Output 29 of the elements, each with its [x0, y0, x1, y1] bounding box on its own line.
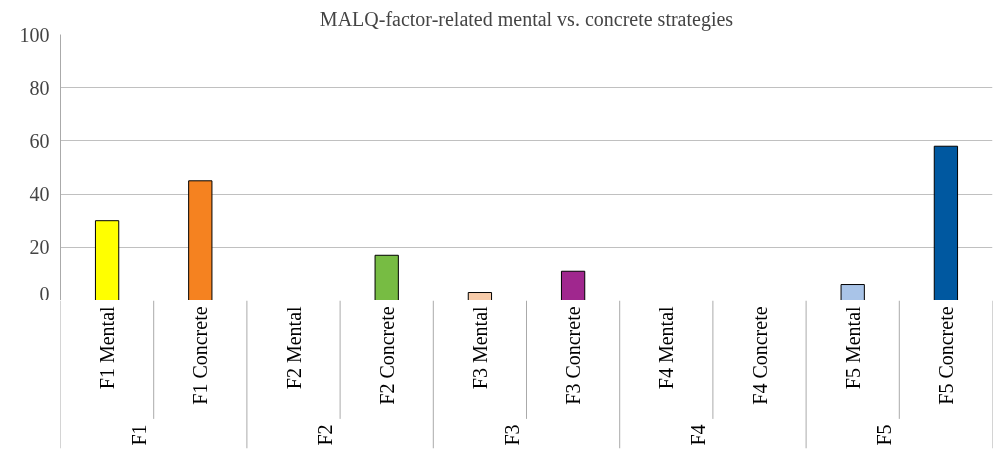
y-tick-label: 20	[29, 236, 50, 259]
x-tick-label: F5 Concrete	[934, 306, 957, 405]
x-tick-label: F4 Concrete	[748, 306, 771, 405]
text: F2	[314, 424, 337, 446]
bar	[94, 220, 120, 300]
x-tick-label: F2 Concrete	[375, 306, 398, 405]
text: F4	[686, 424, 709, 446]
x-tick-label: F2 Mental	[282, 305, 305, 390]
text: F1	[127, 424, 150, 446]
x-tick-label: F3 Mental	[468, 305, 491, 390]
chart-title: MALQ-factor-related mental vs. concrete strategies	[319, 7, 734, 31]
bar	[933, 145, 959, 300]
y-tick-label: 80	[29, 76, 50, 99]
bar	[188, 180, 213, 300]
y-tick-label: 100	[19, 23, 50, 46]
text: F3	[500, 424, 523, 446]
bar	[467, 292, 493, 300]
bar	[374, 254, 399, 300]
text: F5	[873, 424, 896, 446]
y-tick-label: 60	[29, 129, 50, 152]
x-tick-label: F1 Mental	[96, 305, 119, 390]
y-tick-label: 40	[29, 183, 50, 206]
bar	[840, 284, 865, 300]
x-tick-label: F1 Concrete	[189, 306, 212, 405]
y-tick-label: 0	[39, 282, 50, 305]
x-tick-label: F5 Mental	[841, 305, 864, 390]
x-tick-label: F3 Concrete	[562, 306, 585, 405]
x-tick-label: F4 Mental	[655, 305, 678, 390]
bar	[560, 270, 586, 300]
